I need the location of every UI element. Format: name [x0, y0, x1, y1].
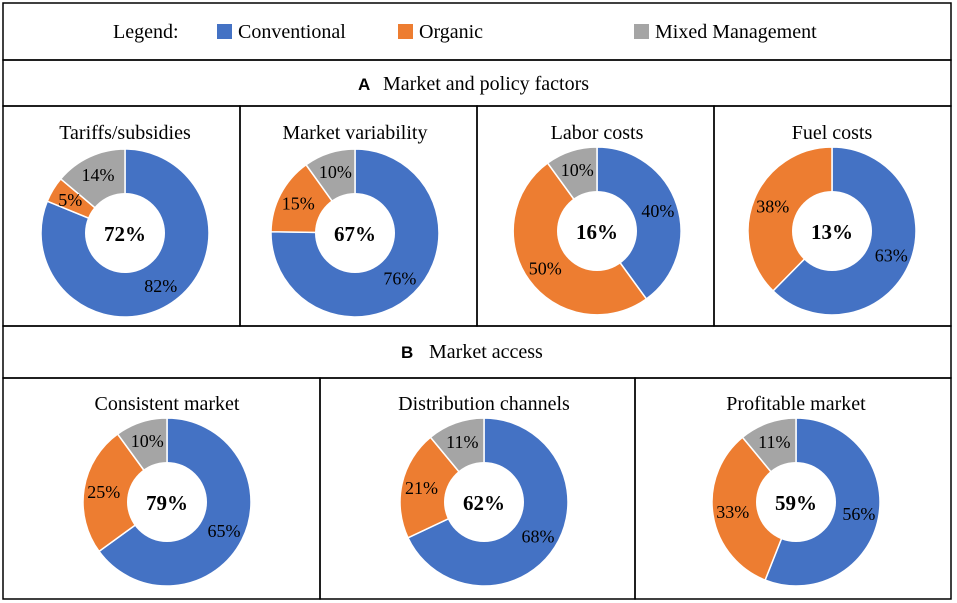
legend-swatch-organic	[398, 24, 413, 39]
panel-title-consistent-market: Consistent market	[95, 393, 240, 415]
slice-consistent-market-organic	[82, 432, 169, 553]
center-value-labor-costs: 16%	[576, 220, 618, 244]
donut-hole-profitable-market	[756, 462, 836, 542]
slice-label-labor-costs-conventional: 40%	[641, 201, 674, 221]
slice-label-profitable-market-organic: 33%	[716, 502, 749, 522]
legend-item-organic: Organic	[419, 21, 483, 43]
slice-fuel-costs-organic	[747, 146, 833, 292]
slice-distribution-channels-organic	[399, 436, 486, 539]
slice-label-market-variability-organic: 15%	[282, 193, 315, 213]
donut-hole-consistent-market	[127, 462, 207, 542]
panel-title-labor-costs: Labor costs	[551, 122, 644, 144]
donut-hole-fuel-costs	[792, 191, 872, 271]
donut-hole-tariffs	[85, 193, 165, 273]
slice-label-consistent-market-mixed-management: 10%	[131, 431, 164, 451]
panel-title-distribution-channels: Distribution channels	[398, 393, 570, 415]
donut-hole-labor-costs	[557, 191, 637, 271]
center-value-fuel-costs: 13%	[811, 220, 853, 244]
slice-label-profitable-market-mixed-management: 11%	[758, 432, 790, 452]
slice-labor-costs-conventional	[596, 146, 682, 301]
section-b-letter: B	[401, 343, 413, 362]
slice-label-fuel-costs-conventional: 63%	[875, 245, 908, 265]
slice-label-market-variability-conventional: 76%	[383, 269, 416, 289]
donut-charts-group: 82%5%14%72%Tariffs/subsidies76%15%10%67%…	[40, 122, 917, 587]
slice-profitable-market-organic	[711, 436, 797, 582]
slice-market-variability-conventional	[270, 148, 440, 318]
donut-hole-distribution-channels	[444, 462, 524, 542]
slice-label-market-variability-mixed-management: 10%	[319, 162, 352, 182]
center-value-profitable-market: 59%	[775, 491, 817, 515]
slice-label-profitable-market-conventional: 56%	[842, 504, 875, 524]
slice-label-distribution-channels-organic: 21%	[405, 478, 438, 498]
legend-label: Legend:	[113, 21, 179, 43]
center-value-tariffs: 72%	[104, 222, 146, 246]
slice-label-tariffs-conventional: 82%	[144, 276, 177, 296]
center-value-distribution-channels: 62%	[463, 491, 505, 515]
panel-title-market-variability: Market variability	[283, 122, 428, 144]
legend-swatch-conventional	[217, 24, 232, 39]
slice-label-tariffs-mixed-management: 14%	[82, 165, 115, 185]
center-value-consistent-market: 79%	[146, 491, 188, 515]
slice-label-distribution-channels-mixed-management: 11%	[446, 432, 478, 452]
legend-swatch-mixed	[634, 24, 649, 39]
slice-label-tariffs-organic: 5%	[58, 190, 82, 210]
slice-label-consistent-market-organic: 25%	[87, 482, 120, 502]
panel-title-tariffs: Tariffs/subsidies	[59, 122, 191, 144]
legend-item-mixed-management: Mixed Management	[655, 21, 817, 43]
legend-item-conventional: Conventional	[238, 21, 346, 43]
slice-label-fuel-costs-organic: 38%	[756, 197, 789, 217]
panel-title-profitable-market: Profitable market	[726, 393, 866, 415]
panel-title-fuel-costs: Fuel costs	[792, 122, 873, 144]
section-a-letter: A	[358, 75, 370, 94]
slice-label-distribution-channels-conventional: 68%	[522, 526, 555, 546]
center-value-market-variability: 67%	[334, 222, 376, 246]
slice-label-consistent-market-conventional: 65%	[208, 521, 241, 541]
section-b-title: Market access	[429, 341, 543, 363]
section-a-title: Market and policy factors	[383, 73, 589, 95]
slice-label-labor-costs-mixed-management: 10%	[561, 160, 594, 180]
slice-label-labor-costs-organic: 50%	[529, 259, 562, 279]
donut-hole-market-variability	[315, 193, 395, 273]
panel-box-profitable-market	[634, 377, 952, 600]
